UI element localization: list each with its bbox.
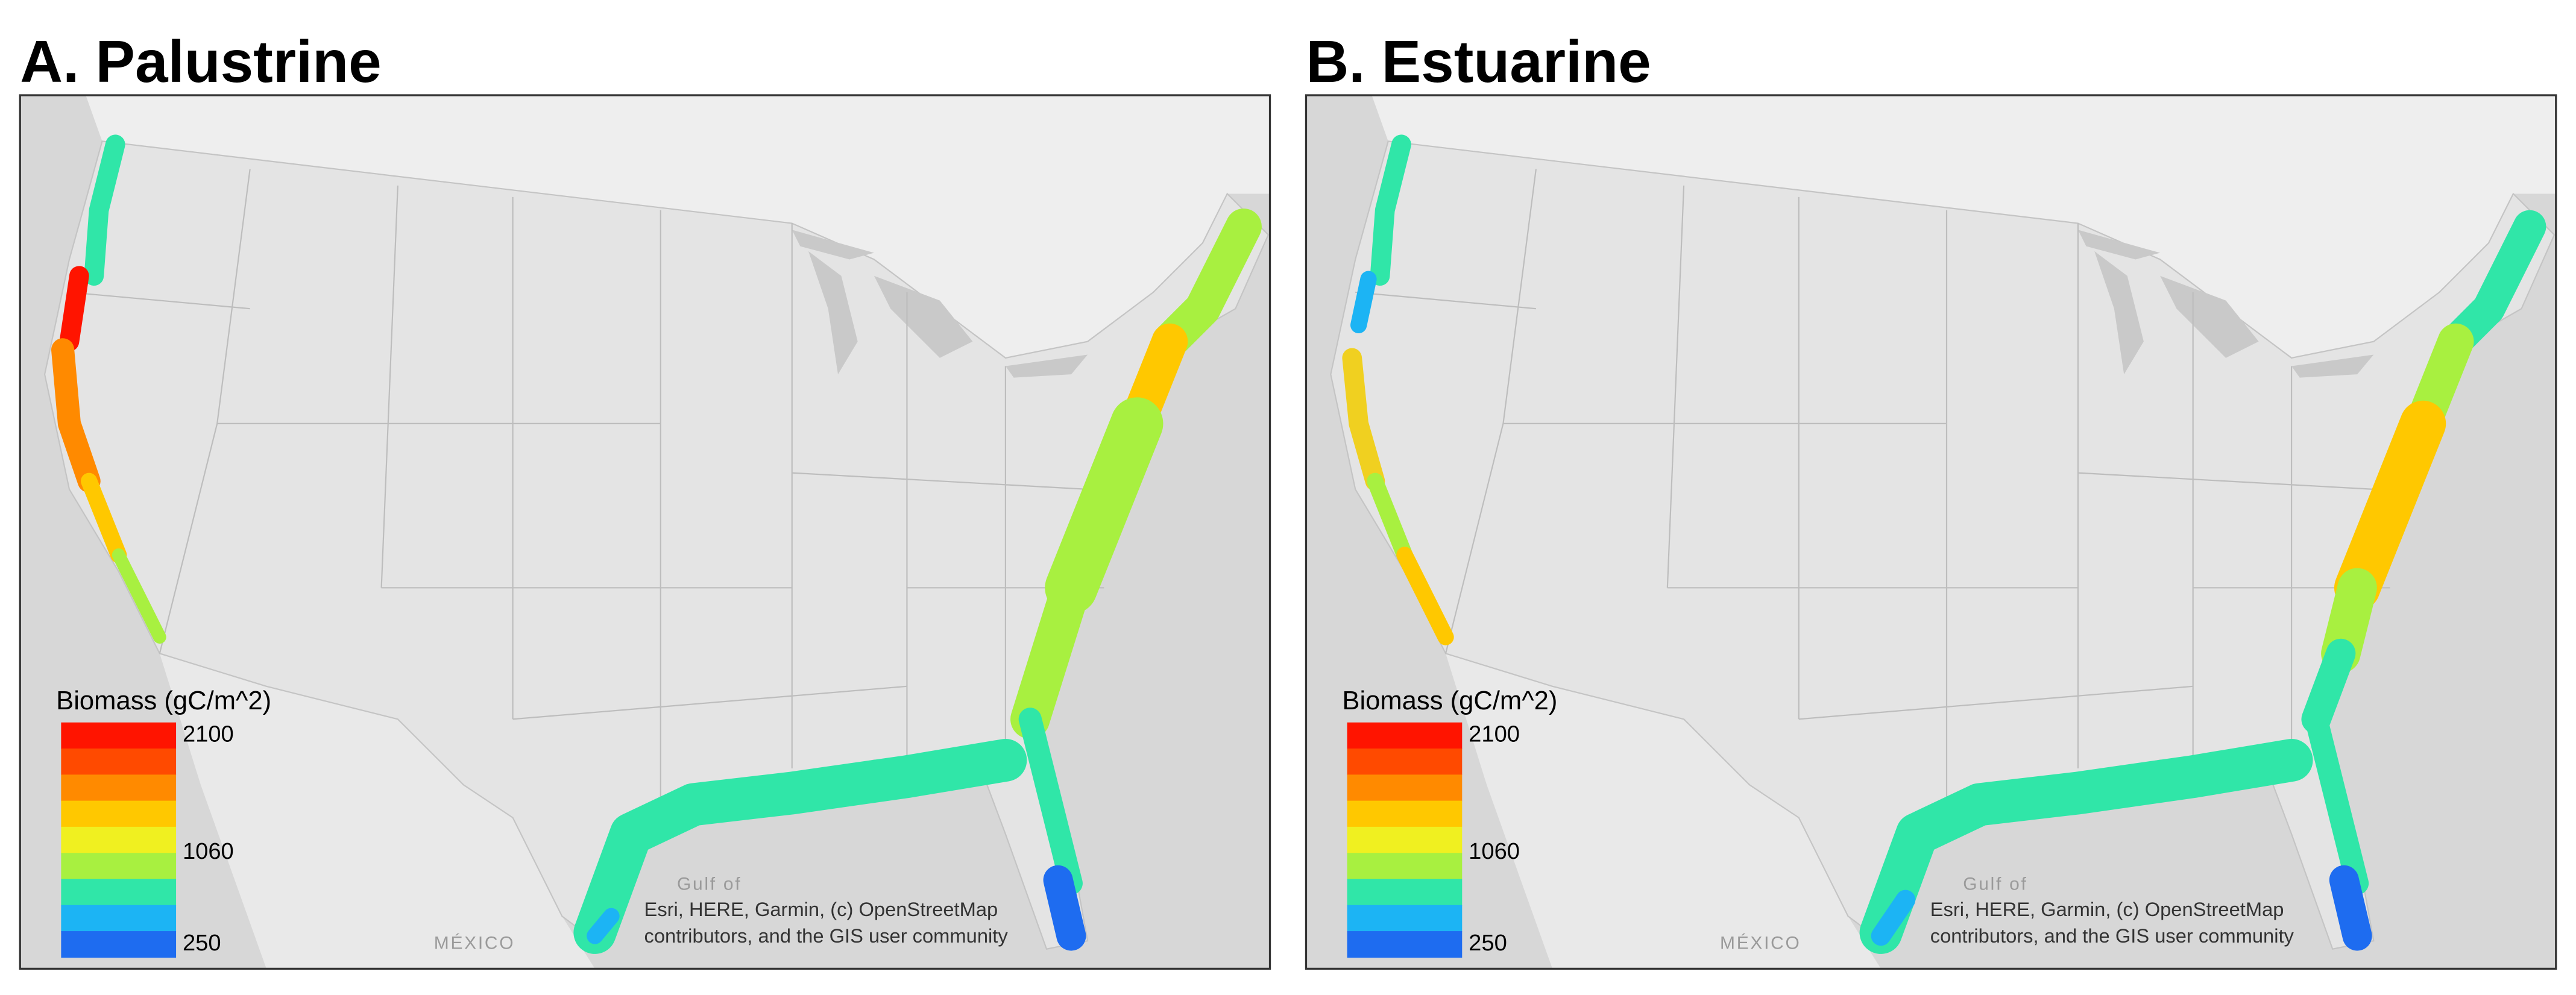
legend-swatch xyxy=(61,722,177,749)
legend-tick-label: 2100 xyxy=(183,721,234,747)
attribution: Esri, HERE, Garmin, (c) OpenStreetMap xyxy=(1930,898,2284,920)
legend-swatch xyxy=(61,774,177,802)
coastal-regions xyxy=(1342,134,2546,954)
panel-frame xyxy=(19,94,1271,970)
panel-title: B. Estuarine xyxy=(1306,28,1651,95)
panel-frame xyxy=(1305,94,2557,970)
legend-swatch xyxy=(61,905,177,932)
legend-swatch xyxy=(1347,905,1463,932)
attribution: contributors, and the GIS user community xyxy=(644,924,1009,947)
legend-swatch xyxy=(61,826,177,854)
legend-swatch xyxy=(61,800,177,827)
legend-swatch xyxy=(1347,722,1463,749)
legend-tick-label: 250 xyxy=(1469,930,1507,956)
legend-swatch xyxy=(61,879,177,906)
legend-swatch xyxy=(1347,826,1463,854)
place-label: MÉXICO xyxy=(434,934,515,953)
legend-title: Biomass (gC/m^2) xyxy=(1342,686,1557,715)
attribution: contributors, and the GIS user community xyxy=(1930,924,2294,947)
legend-swatch xyxy=(61,749,177,776)
legend-tick-label: 1060 xyxy=(1469,838,1520,864)
place-label: MÉXICO xyxy=(1720,934,1801,953)
legend-swatch xyxy=(1347,800,1463,827)
legend: 2100 1060 250 xyxy=(61,721,234,958)
legend-swatch xyxy=(1347,931,1463,958)
panel: A. Palustrine MÉXICO Gulf of Esri, HERE xyxy=(19,28,1271,970)
coastal-regions xyxy=(51,134,1262,954)
panel: B. Estuarine MÉXICO Gulf of Es xyxy=(1305,28,2557,970)
legend: 2100 1060 250 xyxy=(1347,721,1520,958)
legend-tick-label: 2100 xyxy=(1469,721,1520,747)
panel-title: A. Palustrine xyxy=(20,28,381,95)
legend-tick-label: 1060 xyxy=(183,838,234,864)
legend-swatch xyxy=(61,931,177,958)
legend-swatch xyxy=(1347,749,1463,776)
place-label: Gulf of xyxy=(677,874,742,894)
attribution: Esri, HERE, Garmin, (c) OpenStreetMap xyxy=(644,898,998,920)
legend-swatch xyxy=(1347,774,1463,802)
place-label: Gulf of xyxy=(1963,874,2027,894)
legend-title: Biomass (gC/m^2) xyxy=(56,686,271,715)
legend-tick-label: 250 xyxy=(183,930,221,956)
legend-swatch xyxy=(61,853,177,880)
legend-swatch xyxy=(1347,853,1463,880)
legend-swatch xyxy=(1347,879,1463,906)
